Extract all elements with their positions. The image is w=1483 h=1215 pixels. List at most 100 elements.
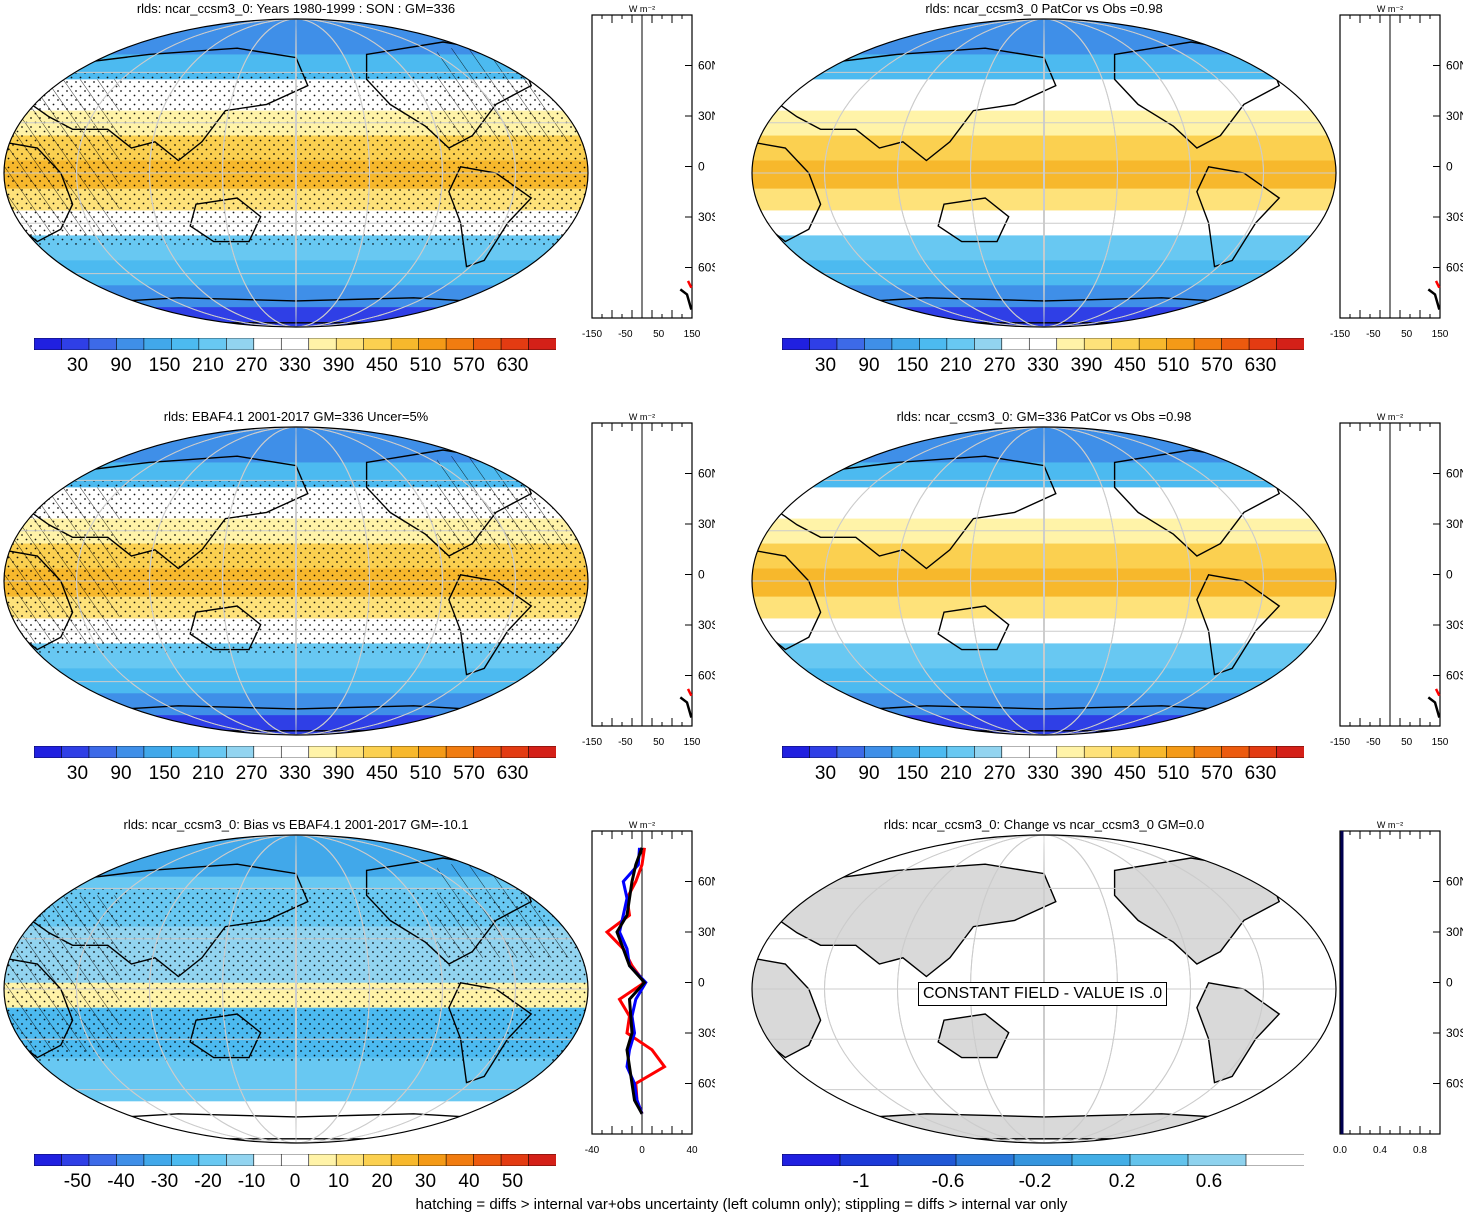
- colorbar-box: [782, 1154, 841, 1166]
- colorbar-tick-label: 270: [235, 355, 268, 376]
- zonal-tick-label: -50: [618, 329, 633, 340]
- colorbar-box: [782, 746, 811, 758]
- graticule-lon: [222, 835, 370, 1143]
- colorbar-box: [919, 746, 948, 758]
- colorbar-box: [308, 746, 338, 758]
- colorbar-tick-label: 30: [414, 1171, 437, 1192]
- map-panel-0: [3, 18, 589, 328]
- colorbar-tick-label: 630: [1244, 355, 1277, 376]
- colorbar-box: [61, 1154, 90, 1166]
- colorbar-box: [897, 1154, 957, 1166]
- colorbar-box: [1166, 746, 1195, 758]
- map-panel-3: [751, 426, 1337, 736]
- colorbar-tick-label: 0.2: [1108, 1171, 1136, 1192]
- colorbar-box: [864, 338, 893, 350]
- lat-label: 60N: [1446, 59, 1463, 73]
- colorbar-tick-label: 90: [858, 355, 880, 376]
- colorbar-box: [253, 1154, 283, 1166]
- graticule-lon: [897, 835, 1191, 1143]
- colorbar-tick-label: 210: [192, 355, 224, 376]
- colorbar-box: [418, 1154, 447, 1166]
- lat-label: 30N: [698, 109, 715, 123]
- zonal-tick-label: 40: [686, 1145, 698, 1156]
- panel-title-1: rlds: ncar_ccsm3_0 PatCor vs Obs =0.98: [925, 1, 1163, 16]
- hatching-overlay: [437, 456, 588, 550]
- colorbar-tick-label: -30: [150, 1171, 179, 1192]
- colorbar-tick-label: 210: [940, 355, 972, 376]
- zonal-tick-label: 50: [653, 737, 665, 748]
- colorbar-tick-label: 450: [1114, 355, 1146, 376]
- lat-label: 30S: [698, 1026, 715, 1040]
- colorbar-box: [974, 746, 1003, 758]
- colorbar-box: [864, 746, 893, 758]
- zonal-series-0: [679, 288, 693, 310]
- colorbar-box: [390, 338, 420, 350]
- colorbar-tick-label: 210: [192, 763, 224, 784]
- units-label: W m⁻²: [629, 820, 655, 830]
- colorbar-box: [226, 746, 255, 758]
- colorbar-box: [1276, 338, 1304, 350]
- colorbar-box: [974, 338, 1003, 350]
- map-border: [751, 18, 1337, 328]
- zonal-tick-label: 0: [639, 1145, 645, 1156]
- coastline-4: [1196, 574, 1281, 676]
- zonal-tick-label: 50: [653, 329, 665, 340]
- colorbar-tick-label: 40: [458, 1171, 480, 1192]
- graticule-lon: [295, 427, 297, 735]
- zonal-frame: [1339, 830, 1441, 1135]
- lat-label: 30N: [1446, 925, 1463, 939]
- zonal-mean-panel-3: W m⁻² 60N 30N 0 30S 60S -150 -50 50 150: [1330, 412, 1463, 748]
- colorbar-tick-label: 450: [366, 355, 398, 376]
- colorbar-box: [418, 338, 447, 350]
- colorbar-tick-label: 510: [1157, 763, 1190, 784]
- colorbar-tick-label: 570: [453, 763, 485, 784]
- colorbar-tick-label: 330: [1027, 355, 1059, 376]
- colorbar-box: [1221, 746, 1250, 758]
- colorbar-box: [34, 338, 63, 350]
- figure-footer: hatching = diffs > internal var+obs unce…: [415, 1196, 1068, 1213]
- zonal-tick-label: 0.4: [1373, 1145, 1387, 1156]
- graticule-lon: [1043, 19, 1045, 327]
- zonal-tick-label: -50: [1366, 737, 1381, 748]
- colorbar-box: [34, 746, 63, 758]
- lat-label: 30S: [1446, 1026, 1463, 1040]
- hatching-overlay: [4, 895, 120, 1052]
- colorbar-box: [1245, 1154, 1304, 1166]
- graticule-lon: [897, 427, 1191, 735]
- colorbar-box: [363, 338, 392, 350]
- colorbar-box: [1129, 1154, 1189, 1166]
- colorbar-tick-label: 630: [496, 763, 529, 784]
- colorbar-box: [253, 338, 283, 350]
- lat-label: 60S: [1446, 669, 1463, 683]
- graticule-lon: [824, 427, 1264, 735]
- colorbar-tick-label: 270: [235, 763, 268, 784]
- colorbar-box: [1056, 338, 1086, 350]
- colorbar-labels: 30 90 150 210 270 330 390 450 510 570 630: [34, 763, 556, 785]
- colorbar-tick-label: 630: [1244, 763, 1277, 784]
- colorbar-box: [1056, 746, 1086, 758]
- colorbar-box: [1138, 338, 1168, 350]
- coastline-0: [778, 47, 1057, 162]
- coastline-2: [937, 605, 1010, 651]
- colorbar-labels: 30 90 150 210 270 330 390 450 510 570 630: [34, 355, 556, 377]
- lat-label: 30N: [698, 925, 715, 939]
- zonal-tick-label: -50: [1366, 329, 1381, 340]
- zonal-series-0: [1427, 696, 1441, 718]
- colorbar-box: [363, 746, 392, 758]
- zonal-mean-panel-0: W m⁻² 60N 30N 0 30S 60S -150 -50 50 150: [582, 4, 715, 340]
- colorbar-box: [1111, 338, 1140, 350]
- colorbar-tick-label: 570: [453, 355, 485, 376]
- units-label: W m⁻²: [1377, 4, 1403, 14]
- colorbar-box: [61, 746, 90, 758]
- map-panel-2: [3, 426, 589, 736]
- lat-label: 60S: [698, 669, 715, 683]
- colorbar-tick-label: 30: [66, 763, 89, 784]
- colorbar-tick-label: 30: [814, 355, 837, 376]
- colorbar-tick-label: 390: [322, 763, 355, 784]
- colorbar-box: [836, 338, 866, 350]
- colorbar-box: [809, 746, 838, 758]
- colorbar-box: [528, 746, 556, 758]
- graticule-lon: [295, 19, 297, 327]
- colorbar-box: [308, 338, 338, 350]
- constant-field-label: CONSTANT FIELD - VALUE IS .0: [918, 982, 1168, 1006]
